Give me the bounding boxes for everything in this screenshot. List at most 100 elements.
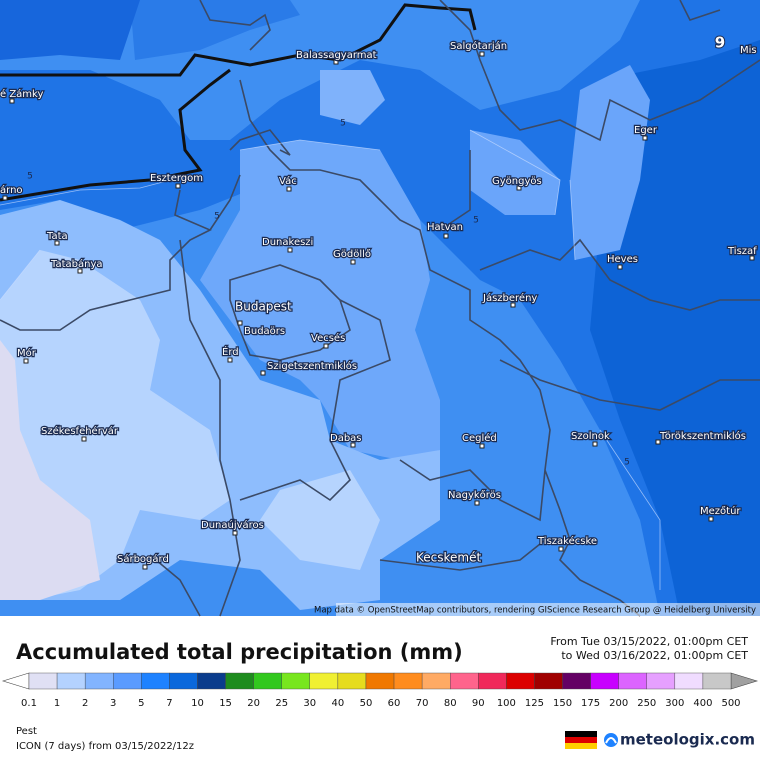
map: é Zámky árno Balassagyarmat Salgótarján Mis E… xyxy=(0,0,760,617)
contour-label: 5 xyxy=(340,119,346,129)
city-label: Heves xyxy=(607,254,638,265)
city-dot xyxy=(175,183,181,189)
city-label: Vác xyxy=(279,175,297,187)
scale-label: 1 xyxy=(54,698,60,709)
scale-label: 300 xyxy=(665,698,684,709)
scale-swatch xyxy=(84,672,114,690)
scale-label: 175 xyxy=(581,698,600,709)
city-label: Jászberény xyxy=(482,292,537,304)
city-dot xyxy=(333,59,339,65)
scale-label: 0.1 xyxy=(21,698,37,709)
city-label: Esztergom xyxy=(150,173,203,184)
legend-title: Accumulated total precipitation (mm) xyxy=(16,640,463,664)
brand: meteologix.com xyxy=(620,731,755,749)
scale-swatch xyxy=(56,672,86,690)
scale-label: 50 xyxy=(360,698,373,709)
city-dot xyxy=(749,255,755,261)
contour-label: 5 xyxy=(624,458,630,468)
scale-swatch xyxy=(225,672,254,690)
scale-swatch xyxy=(169,672,198,690)
city-label: Sárbogárd xyxy=(117,553,169,565)
city-label: Salgótarján xyxy=(450,40,507,52)
scale-label: 125 xyxy=(525,698,544,709)
city-label: Tatabánya xyxy=(50,258,103,270)
scale-swatch xyxy=(113,672,142,690)
scale-swatch xyxy=(534,672,563,690)
scale-label: 5 xyxy=(138,698,144,709)
city-dot xyxy=(516,185,522,191)
city-label: Tiszakécske xyxy=(537,535,597,547)
scale-end-left xyxy=(1,672,30,690)
city-label: Szigetszentmiklós xyxy=(267,360,357,372)
scale-label: 150 xyxy=(553,698,572,709)
scale-swatch xyxy=(702,672,732,690)
city-dot xyxy=(260,370,266,376)
scale-label: 7 xyxy=(166,698,172,709)
contour-label: 5 xyxy=(27,172,33,182)
scale-swatch xyxy=(337,672,367,690)
city-dot xyxy=(23,358,29,364)
scale-label: 20 xyxy=(247,698,260,709)
city-dot xyxy=(2,195,8,201)
scale-swatch xyxy=(309,672,339,690)
city-label: Gyöngyös xyxy=(492,176,542,187)
marker-label: 9 xyxy=(715,34,725,52)
city-dot xyxy=(9,98,15,104)
city-dot xyxy=(592,441,598,447)
city-label: Cegléd xyxy=(462,432,497,444)
scale-label: 500 xyxy=(721,698,740,709)
contour-label: 5 xyxy=(214,212,220,222)
scale-swatch xyxy=(506,672,535,690)
color-scale: 0.1 1 2 3 5 7 10 15 20 25 30 40 50 60 70 80 90 100 125 150 1… xyxy=(1,672,759,709)
scale-label: 30 xyxy=(303,698,316,709)
city-dot xyxy=(479,51,485,57)
city-label: Nagykőrös xyxy=(448,489,501,501)
city-dot xyxy=(474,500,480,506)
city-dot xyxy=(77,268,83,274)
city-label: árno xyxy=(0,184,23,196)
city-label: Szolnok xyxy=(571,431,610,442)
scale-label: 25 xyxy=(275,698,288,709)
scale-label: 70 xyxy=(416,698,429,709)
city-dot xyxy=(617,264,623,270)
city-label: Mór xyxy=(17,347,37,359)
city-dot xyxy=(323,343,329,349)
scale-label: 80 xyxy=(444,698,457,709)
period-from: From Tue 03/15/2022, 01:00pm CET xyxy=(550,635,748,648)
city-label: Kecskemét xyxy=(416,551,481,565)
city-dot xyxy=(81,436,87,442)
scale-swatch xyxy=(197,672,226,690)
scale-label: 40 xyxy=(332,698,345,709)
scale-label: 2 xyxy=(82,698,88,709)
city-label: Mezőtúr xyxy=(700,505,741,517)
city-dot xyxy=(443,233,449,239)
city-label: Érd xyxy=(222,345,239,358)
city-dot xyxy=(287,247,293,253)
scale-swatch xyxy=(478,672,507,690)
scale-swatch xyxy=(365,672,395,690)
scale-label: 250 xyxy=(637,698,656,709)
city-dot xyxy=(232,530,238,536)
city-label: Budapest xyxy=(235,300,292,314)
scale-swatch xyxy=(590,672,619,690)
city-label: Tiszaf xyxy=(727,246,757,257)
scale-label: 400 xyxy=(693,698,712,709)
city-dot xyxy=(708,516,714,522)
city-dot xyxy=(54,240,60,246)
city-label: Hatvan xyxy=(427,222,463,233)
scale-swatch xyxy=(646,672,676,690)
city-dot xyxy=(227,357,233,363)
city-label: Dunakeszi xyxy=(262,237,313,248)
scale-label: 10 xyxy=(191,698,204,709)
scale-label: 200 xyxy=(609,698,628,709)
scale-end-right xyxy=(730,672,759,690)
city-label: Budaörs xyxy=(244,326,285,337)
scale-label: 60 xyxy=(388,698,401,709)
scale-swatch xyxy=(562,672,591,690)
city-label: é Zámky xyxy=(0,88,43,100)
city-dot xyxy=(479,443,485,449)
city-dot xyxy=(642,135,648,141)
contour-label: 5 xyxy=(473,216,479,226)
scale-swatch xyxy=(253,672,282,690)
